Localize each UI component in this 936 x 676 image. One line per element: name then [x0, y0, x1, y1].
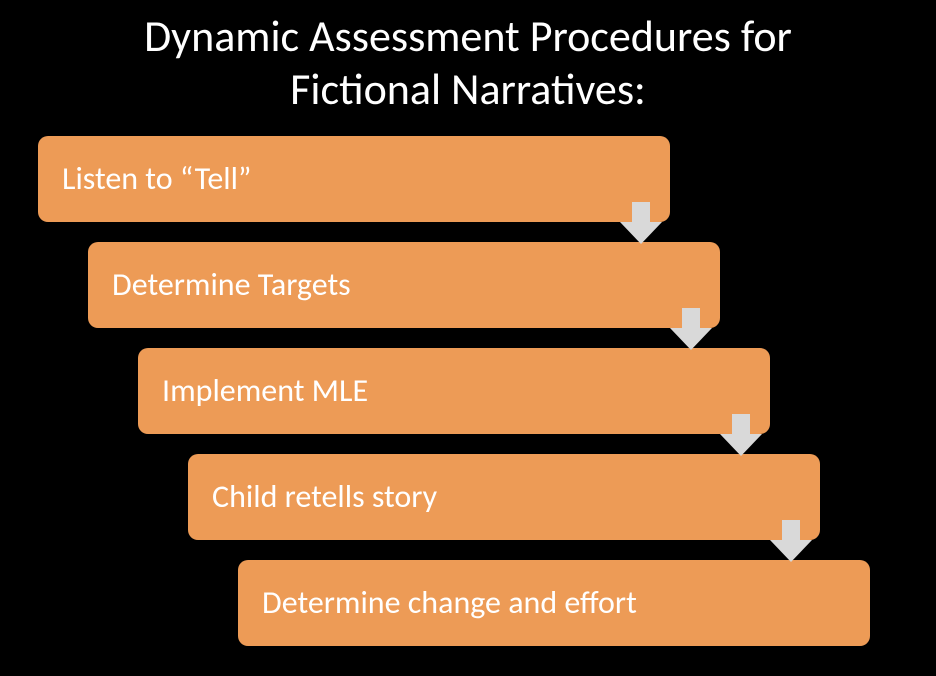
down-arrow-icon [620, 202, 662, 244]
flow-step-5: Determine change and effort [238, 560, 870, 646]
title-line-2: Fictional Narratives: [0, 63, 936, 116]
flow-step-2: Determine Targets [88, 242, 720, 328]
flow-step-label: Listen to “Tell” [62, 159, 251, 198]
flow-step-label: Child retells story [212, 477, 437, 516]
flow-step-3: Implement MLE [138, 348, 770, 434]
down-arrow-icon [770, 520, 812, 562]
flow-step-label: Implement MLE [162, 371, 368, 410]
slide-title: Dynamic Assessment Procedures for Fictio… [0, 0, 936, 116]
down-arrow-icon [670, 308, 712, 350]
flow-step-label: Determine Targets [112, 265, 351, 304]
down-arrow-icon [720, 414, 762, 456]
flow-step-4: Child retells story [188, 454, 820, 540]
flow-step-label: Determine change and effort [262, 583, 637, 622]
title-line-1: Dynamic Assessment Procedures for [0, 10, 936, 63]
flow-step-1: Listen to “Tell” [38, 136, 670, 222]
